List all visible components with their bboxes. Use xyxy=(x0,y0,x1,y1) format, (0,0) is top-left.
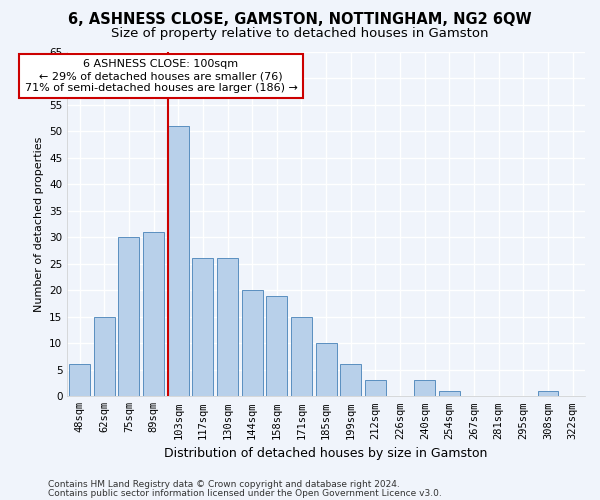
Bar xyxy=(217,258,238,396)
Text: 6 ASHNESS CLOSE: 100sqm
← 29% of detached houses are smaller (76)
71% of semi-de: 6 ASHNESS CLOSE: 100sqm ← 29% of detache… xyxy=(25,60,298,92)
Bar xyxy=(242,290,263,397)
Text: Contains HM Land Registry data © Crown copyright and database right 2024.: Contains HM Land Registry data © Crown c… xyxy=(48,480,400,489)
Text: Contains public sector information licensed under the Open Government Licence v3: Contains public sector information licen… xyxy=(48,489,442,498)
Bar xyxy=(340,364,361,396)
Text: 6, ASHNESS CLOSE, GAMSTON, NOTTINGHAM, NG2 6QW: 6, ASHNESS CLOSE, GAMSTON, NOTTINGHAM, N… xyxy=(68,12,532,28)
Text: Size of property relative to detached houses in Gamston: Size of property relative to detached ho… xyxy=(111,28,489,40)
Bar xyxy=(316,344,337,396)
Bar xyxy=(94,316,115,396)
Bar xyxy=(538,391,559,396)
Bar xyxy=(193,258,214,396)
Bar xyxy=(439,391,460,396)
Bar xyxy=(291,316,312,396)
Bar xyxy=(365,380,386,396)
Bar xyxy=(69,364,90,396)
Bar xyxy=(143,232,164,396)
Bar xyxy=(266,296,287,396)
Bar xyxy=(118,237,139,396)
Bar xyxy=(168,126,189,396)
X-axis label: Distribution of detached houses by size in Gamston: Distribution of detached houses by size … xyxy=(164,447,488,460)
Y-axis label: Number of detached properties: Number of detached properties xyxy=(34,136,44,312)
Bar xyxy=(414,380,435,396)
